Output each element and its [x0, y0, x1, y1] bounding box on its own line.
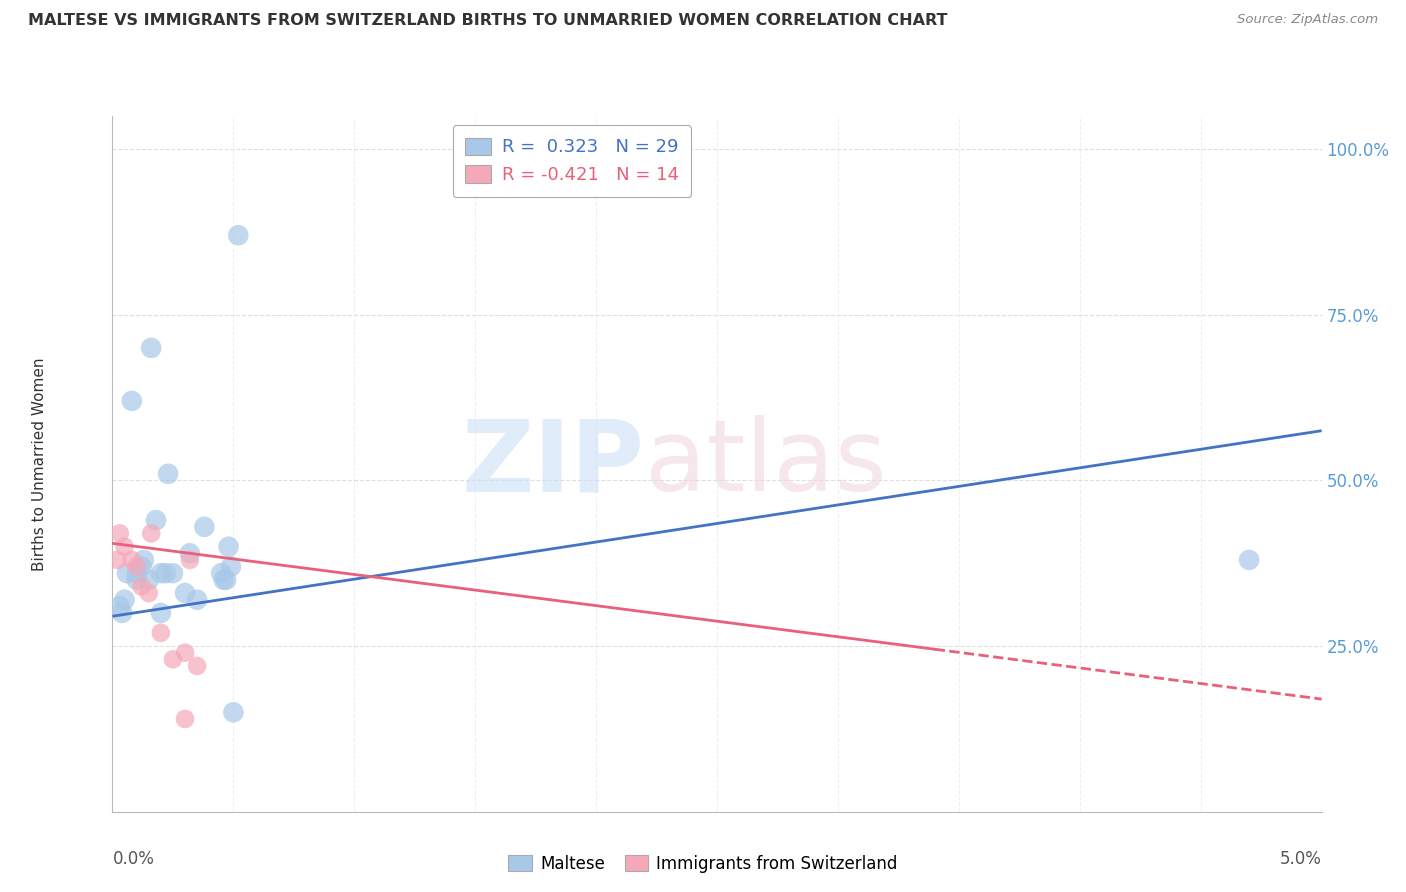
Point	[218, 540, 240, 554]
Point	[121, 553, 143, 567]
Text: ZIP: ZIP	[461, 416, 644, 512]
Point	[193, 520, 215, 534]
Point	[179, 553, 201, 567]
Point	[131, 559, 153, 574]
Point	[1237, 553, 1260, 567]
Point	[115, 566, 138, 581]
Point	[138, 573, 160, 587]
Point	[121, 393, 143, 408]
Text: Births to Unmarried Women: Births to Unmarried Women	[32, 357, 48, 571]
Point	[162, 652, 184, 666]
Point	[149, 606, 172, 620]
Point	[212, 573, 235, 587]
Point	[157, 467, 180, 481]
Point	[149, 566, 172, 581]
Text: 5.0%: 5.0%	[1279, 850, 1322, 868]
Legend: Maltese, Immigrants from Switzerland: Maltese, Immigrants from Switzerland	[502, 848, 904, 880]
Point	[226, 228, 249, 243]
Text: atlas: atlas	[644, 416, 886, 512]
Point	[141, 526, 163, 541]
Text: Source: ZipAtlas.com: Source: ZipAtlas.com	[1237, 13, 1378, 27]
Point	[111, 606, 134, 620]
Point	[141, 341, 163, 355]
Point	[114, 592, 136, 607]
Point	[162, 566, 184, 581]
Point	[174, 586, 197, 600]
Point	[174, 646, 197, 660]
Point	[186, 659, 208, 673]
Point	[145, 513, 167, 527]
Legend: R =  0.323   N = 29, R = -0.421   N = 14: R = 0.323 N = 29, R = -0.421 N = 14	[453, 125, 692, 197]
Point	[108, 526, 131, 541]
Point	[149, 625, 172, 640]
Point	[105, 553, 128, 567]
Point	[209, 566, 232, 581]
Point	[138, 586, 160, 600]
Point	[186, 592, 208, 607]
Point	[125, 566, 148, 581]
Point	[222, 706, 245, 720]
Text: 0.0%: 0.0%	[112, 850, 155, 868]
Point	[174, 712, 197, 726]
Text: MALTESE VS IMMIGRANTS FROM SWITZERLAND BIRTHS TO UNMARRIED WOMEN CORRELATION CHA: MALTESE VS IMMIGRANTS FROM SWITZERLAND B…	[28, 13, 948, 29]
Point	[125, 573, 148, 587]
Point	[215, 573, 238, 587]
Point	[108, 599, 131, 614]
Point	[131, 579, 153, 593]
Point	[125, 559, 148, 574]
Point	[132, 553, 155, 567]
Point	[114, 540, 136, 554]
Point	[179, 546, 201, 560]
Point	[155, 566, 177, 581]
Point	[219, 559, 242, 574]
